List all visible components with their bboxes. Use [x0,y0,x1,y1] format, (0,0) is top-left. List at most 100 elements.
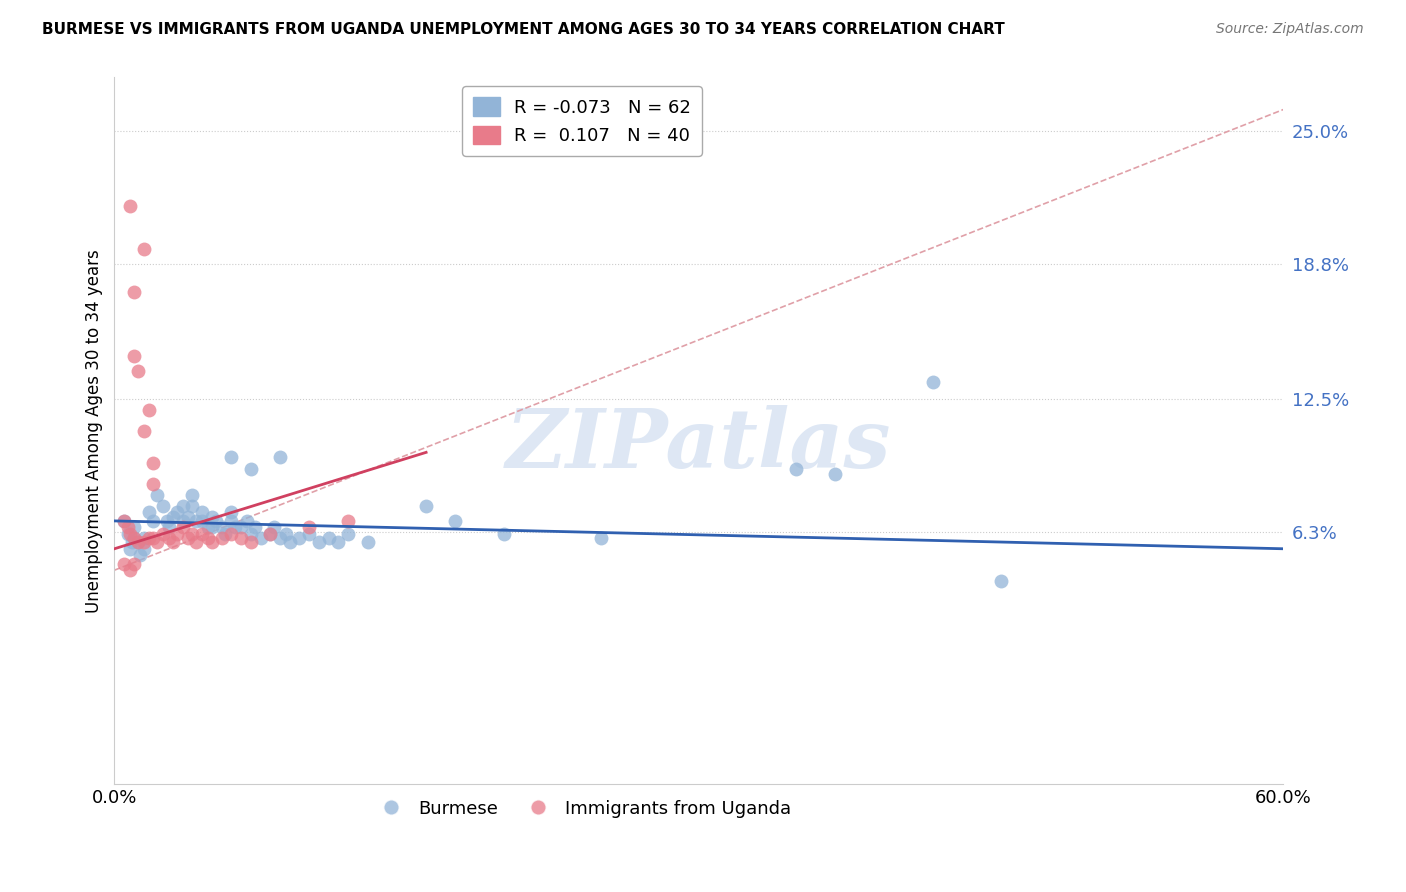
Point [201,509,224,524]
Point [259,526,281,541]
Point [337,526,360,541]
Point [138,505,160,519]
Point [118,526,141,541]
Point [236,514,259,528]
Point [172,520,194,534]
Point [142,531,165,545]
Point [186,535,208,549]
Point [197,520,219,534]
Point [337,514,360,528]
Point [224,520,246,534]
Point [191,514,214,528]
Point [172,514,194,528]
Point [122,557,145,571]
Point [259,526,281,541]
Point [288,531,311,545]
Point [318,531,340,545]
Point [132,541,155,556]
Point [146,535,169,549]
Point [162,535,184,549]
Point [221,505,243,519]
Point [181,526,204,541]
Point [298,520,321,534]
Point [204,514,226,528]
Point [166,526,188,541]
Point [152,526,174,541]
Point [921,375,943,389]
Point [132,242,155,256]
Point [492,526,515,541]
Point [269,450,291,464]
Point [191,526,214,541]
Point [263,520,285,534]
Point [127,535,149,549]
Point [221,526,243,541]
Point [308,535,330,549]
Point [142,456,165,470]
Point [118,199,141,213]
Point [239,535,262,549]
Point [444,514,467,528]
Point [157,520,180,534]
Point [118,541,141,556]
Point [132,531,155,545]
Point [128,548,150,562]
Point [142,477,165,491]
Point [142,514,165,528]
Point [156,514,179,528]
Point [132,535,155,549]
Point [186,514,208,528]
Text: ZIPatlas: ZIPatlas [506,405,891,485]
Point [201,520,224,534]
Point [122,531,145,545]
Point [127,364,149,378]
Point [221,450,243,464]
Point [172,499,194,513]
Point [117,526,139,541]
Y-axis label: Unemployment Among Ages 30 to 34 years: Unemployment Among Ages 30 to 34 years [86,249,103,613]
Point [211,531,233,545]
Point [229,520,252,534]
Point [229,531,252,545]
Point [201,535,224,549]
Point [112,514,135,528]
Point [122,531,145,545]
Point [112,557,135,571]
Text: Source: ZipAtlas.com: Source: ZipAtlas.com [1216,22,1364,37]
Point [298,526,321,541]
Point [166,505,188,519]
Point [121,535,143,549]
Point [162,509,184,524]
Point [181,488,204,502]
Point [177,531,200,545]
Point [591,531,613,545]
Point [157,531,180,545]
Point [249,531,271,545]
Point [146,488,169,502]
Point [214,526,236,541]
Point [211,520,233,534]
Text: BURMESE VS IMMIGRANTS FROM UGANDA UNEMPLOYMENT AMONG AGES 30 TO 34 YEARS CORRELA: BURMESE VS IMMIGRANTS FROM UGANDA UNEMPL… [42,22,1005,37]
Point [112,514,135,528]
Point [177,509,200,524]
Point [415,499,437,513]
Point [824,467,846,481]
Point [152,499,174,513]
Point [138,531,160,545]
Point [239,462,262,476]
Point [127,535,149,549]
Point [181,499,204,513]
Point [243,520,266,534]
Point [118,563,141,577]
Point [278,535,301,549]
Legend: Burmese, Immigrants from Uganda: Burmese, Immigrants from Uganda [366,792,799,825]
Point [132,424,155,438]
Point [138,402,160,417]
Point [356,535,378,549]
Point [239,526,262,541]
Point [274,526,297,541]
Point [122,285,145,299]
Point [122,349,145,363]
Point [221,514,243,528]
Point [191,505,214,519]
